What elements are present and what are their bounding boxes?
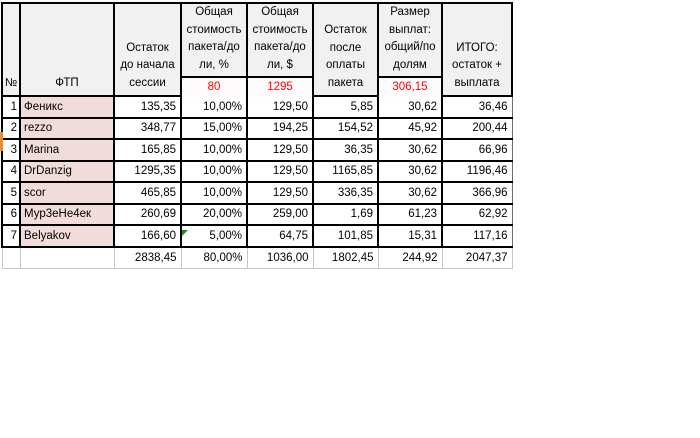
column-header-package-pct[interactable]: Общая стоимость пакета/до ли, % 80	[180, 2, 248, 97]
payout-spreadsheet: № ФТП Остаток до начала сессии Общая сто…	[1, 2, 513, 269]
totals-cell-balance-after[interactable]: 1802,45	[312, 246, 379, 269]
totals-cell-package-pct[interactable]: 80,00%	[180, 246, 248, 269]
column-header-package-pct-label: Общая стоимость пакета/до ли, %	[186, 6, 242, 71]
cell-ftp[interactable]: Мур3еНе4ек	[19, 202, 115, 226]
column-header-total-label: ИТОГО: остаток + выплата	[452, 41, 502, 89]
table-row: 1 Феникс 135,35 10,00% 129,50 5,85 30,62…	[1, 95, 513, 119]
cell-num[interactable]: 3	[1, 138, 21, 162]
cell-payout[interactable]: 30,62	[377, 181, 443, 205]
cell-balance-after[interactable]: 36,35	[312, 138, 379, 162]
package-usd-value[interactable]: 1295	[248, 76, 312, 97]
table-row: 7 Belyakov 166,60 5,00% 64,75 101,85 15,…	[1, 224, 513, 248]
column-header-balance-after-label: Остаток после оплаты пакета	[324, 24, 367, 89]
header-row: № ФТП Остаток до начала сессии Общая сто…	[1, 2, 513, 97]
column-header-package-usd-label: Общая стоимость пакета/до ли, $	[252, 6, 308, 71]
cell-num[interactable]: 1	[1, 95, 21, 119]
cell-ftp[interactable]: rezzo	[19, 116, 115, 140]
cell-total[interactable]: 366,96	[441, 181, 513, 205]
cell-balance-after[interactable]: 101,85	[312, 224, 379, 248]
cell-num[interactable]: 7	[1, 224, 21, 248]
cell-ftp[interactable]: DrDanzig	[19, 159, 115, 183]
column-header-balance-before[interactable]: Остаток до начала сессии	[113, 2, 182, 97]
column-header-package-usd[interactable]: Общая стоимость пакета/до ли, $ 1295	[246, 2, 314, 97]
cell-package-pct[interactable]: 10,00%	[180, 95, 248, 119]
column-header-balance-after[interactable]: Остаток после оплаты пакета	[312, 2, 379, 97]
column-header-num[interactable]: №	[1, 2, 21, 97]
cell-num[interactable]: 6	[1, 202, 21, 226]
column-header-balance-before-label: Остаток до начала сессии	[120, 41, 175, 89]
cell-ftp[interactable]: Феникс	[19, 95, 115, 119]
orange-left-marker-icon	[0, 132, 3, 151]
cell-total[interactable]: 62,92	[441, 202, 513, 226]
column-header-payout-label: Размер выплат: общий/по долям	[384, 6, 436, 71]
cell-payout[interactable]: 30,62	[377, 95, 443, 119]
cell-package-usd[interactable]: 129,50	[246, 95, 314, 119]
cell-package-usd[interactable]: 64,75	[246, 224, 314, 248]
cell-balance-before[interactable]: 165,85	[113, 138, 182, 162]
cell-balance-before[interactable]: 260,69	[113, 202, 182, 226]
cell-total[interactable]: 36,46	[441, 95, 513, 119]
cell-balance-before[interactable]: 135,35	[113, 95, 182, 119]
cell-balance-before[interactable]: 1295,35	[113, 159, 182, 183]
cell-ftp[interactable]: Marina	[19, 138, 115, 162]
cell-package-usd[interactable]: 129,50	[246, 159, 314, 183]
cell-total[interactable]: 1196,46	[441, 159, 513, 183]
totals-cell-num[interactable]	[1, 246, 21, 269]
cell-num[interactable]: 2	[1, 116, 21, 140]
cell-payout[interactable]: 61,23	[377, 202, 443, 226]
column-header-ftp-label: ФТП	[55, 76, 79, 89]
cell-package-pct[interactable]: 10,00%	[180, 138, 248, 162]
cell-balance-after[interactable]: 336,35	[312, 181, 379, 205]
cell-payout[interactable]: 45,92	[377, 116, 443, 140]
table-row: 4 DrDanzig 1295,35 10,00% 129,50 1165,85…	[1, 159, 513, 183]
cell-payout[interactable]: 30,62	[377, 159, 443, 183]
totals-cell-package-usd[interactable]: 1036,00	[246, 246, 314, 269]
cell-ftp[interactable]: scor	[19, 181, 115, 205]
totals-row: 2838,45 80,00% 1036,00 1802,45 244,92 20…	[1, 246, 513, 269]
table-row: 3 Marina 165,85 10,00% 129,50 36,35 30,6…	[1, 138, 513, 162]
totals-cell-total[interactable]: 2047,37	[441, 246, 513, 269]
totals-cell-ftp[interactable]	[19, 246, 115, 269]
cell-total[interactable]: 117,16	[441, 224, 513, 248]
table-row: 5 scor 465,85 10,00% 129,50 336,35 30,62…	[1, 181, 513, 205]
cell-payout[interactable]: 30,62	[377, 138, 443, 162]
green-triangle-indicator-icon	[182, 230, 188, 236]
cell-package-usd[interactable]: 259,00	[246, 202, 314, 226]
cell-package-usd[interactable]: 129,50	[246, 138, 314, 162]
cell-ftp[interactable]: Belyakov	[19, 224, 115, 248]
cell-balance-after[interactable]: 1165,85	[312, 159, 379, 183]
payout-total-value[interactable]: 306,15	[379, 76, 441, 97]
package-pct-value[interactable]: 80	[182, 76, 246, 97]
cell-payout[interactable]: 15,31	[377, 224, 443, 248]
cell-balance-before[interactable]: 465,85	[113, 181, 182, 205]
cell-balance-after[interactable]: 5,85	[312, 95, 379, 119]
column-header-num-label: №	[4, 76, 18, 89]
cell-package-usd[interactable]: 194,25	[246, 116, 314, 140]
cell-package-pct[interactable]: 10,00%	[180, 181, 248, 205]
column-header-ftp[interactable]: ФТП	[19, 2, 115, 97]
table-row: 6 Мур3еНе4ек 260,69 20,00% 259,00 1,69 6…	[1, 202, 513, 226]
column-header-payout[interactable]: Размер выплат: общий/по долям 306,15	[377, 2, 443, 97]
table-row: 2 rezzo 348,77 15,00% 194,25 154,52 45,9…	[1, 116, 513, 140]
column-header-total[interactable]: ИТОГО: остаток + выплата	[441, 2, 513, 97]
cell-balance-before[interactable]: 348,77	[113, 116, 182, 140]
cell-package-pct[interactable]: 20,00%	[180, 202, 248, 226]
cell-package-pct[interactable]: 10,00%	[180, 159, 248, 183]
cell-num[interactable]: 4	[1, 159, 21, 183]
cell-balance-after[interactable]: 154,52	[312, 116, 379, 140]
cell-num[interactable]: 5	[1, 181, 21, 205]
cell-package-pct[interactable]: 15,00%	[180, 116, 248, 140]
cell-total[interactable]: 200,44	[441, 116, 513, 140]
cell-balance-before[interactable]: 166,60	[113, 224, 182, 248]
cell-balance-after[interactable]: 1,69	[312, 202, 379, 226]
totals-cell-balance-before[interactable]: 2838,45	[113, 246, 182, 269]
cell-package-usd[interactable]: 129,50	[246, 181, 314, 205]
cell-package-pct[interactable]: 5,00%	[180, 224, 248, 248]
totals-cell-payout[interactable]: 244,92	[377, 246, 443, 269]
cell-total[interactable]: 66,96	[441, 138, 513, 162]
